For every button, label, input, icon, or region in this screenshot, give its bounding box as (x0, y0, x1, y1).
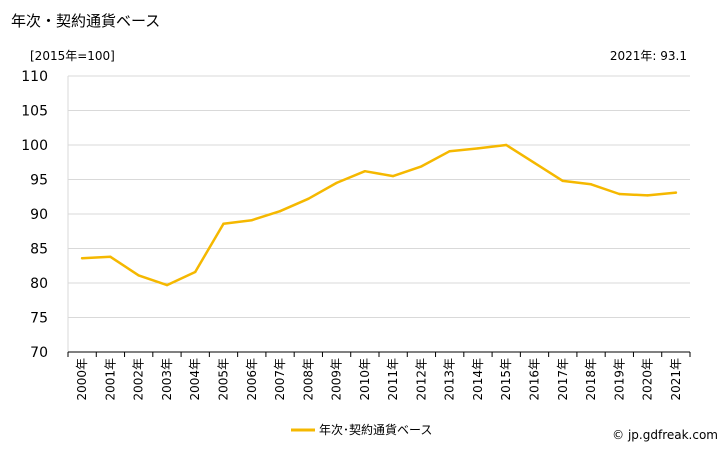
data-point (137, 274, 140, 277)
y-tick-label: 80 (30, 276, 48, 292)
y-tick-label: 90 (30, 207, 48, 223)
x-tick-label: 2011年 (386, 358, 400, 401)
x-tick-label: 2002年 (132, 358, 146, 401)
x-tick-label: 2004年 (188, 358, 202, 401)
latest-value-label: 2021年: 93.1 (609, 49, 687, 63)
data-point (391, 174, 395, 178)
series-line (80, 143, 678, 287)
x-tick-label: 2020年 (641, 358, 655, 401)
x-tick-label: 2005年 (217, 358, 231, 401)
data-point (363, 170, 367, 173)
data-point (278, 210, 282, 213)
y-tick-label: 85 (30, 242, 48, 258)
x-tick-label: 2013年 (443, 358, 457, 401)
series-layer (80, 143, 678, 287)
axes (67, 76, 691, 357)
y-tick-label: 95 (30, 173, 48, 189)
x-tick-label: 2017年 (556, 358, 570, 401)
y-tick-label: 100 (21, 138, 48, 154)
y-tick-label: 70 (30, 345, 48, 361)
grid-lines (68, 75, 690, 353)
x-tick-label: 2014年 (471, 358, 485, 401)
x-tick-label: 2009年 (330, 358, 344, 401)
data-point (674, 191, 678, 194)
data-point (618, 192, 621, 196)
x-tick-label: 2006年 (245, 358, 259, 401)
x-tick-label: 2003年 (160, 358, 174, 401)
x-tick-label: 2007年 (273, 358, 287, 401)
data-point (420, 165, 423, 168)
x-tick-label: 2018年 (584, 358, 598, 401)
data-point (109, 255, 112, 258)
unit-label: [2015年=100] (30, 49, 115, 63)
data-point (335, 181, 338, 185)
legend: 年次･契約通貨ベース (291, 422, 432, 437)
data-point (307, 197, 310, 201)
x-tick-label: 2012年 (414, 358, 428, 401)
data-point (476, 147, 480, 150)
x-tick-labels: 2000年 2001年 2002年 2003年 2004年 2005年 2006年 2007年… (75, 358, 683, 401)
data-point (448, 150, 451, 153)
data-point (589, 183, 593, 186)
data-point (533, 161, 536, 165)
data-point (194, 270, 197, 274)
x-tick-label: 2000年 (75, 358, 89, 401)
source-credit: © jp.gdfreak.com (612, 428, 718, 442)
chart-title: 年次・契約通貨ベース (11, 12, 161, 30)
data-point (505, 143, 508, 147)
data-point (222, 222, 225, 225)
x-tick-label: 2021年 (669, 358, 683, 401)
data-point (561, 179, 564, 183)
x-tick-label: 2016年 (528, 358, 542, 401)
x-tick-label: 2010年 (358, 358, 372, 401)
data-point (80, 256, 84, 260)
y-tick-label: 105 (21, 104, 48, 120)
data-point (250, 219, 253, 222)
y-tick-label: 75 (30, 311, 48, 327)
data-point (646, 194, 649, 197)
legend-label: 年次･契約通貨ベース (319, 422, 432, 437)
x-tick-label: 2015年 (499, 358, 513, 401)
y-tick-labels: 110 105 100 95 90 85 80 75 70 (21, 69, 48, 361)
x-tick-label: 2001年 (103, 358, 117, 401)
x-tick-label: 2019年 (612, 358, 626, 401)
y-tick-label: 110 (21, 69, 48, 85)
x-tick-label: 2008年 (301, 358, 315, 401)
data-point (165, 283, 169, 287)
